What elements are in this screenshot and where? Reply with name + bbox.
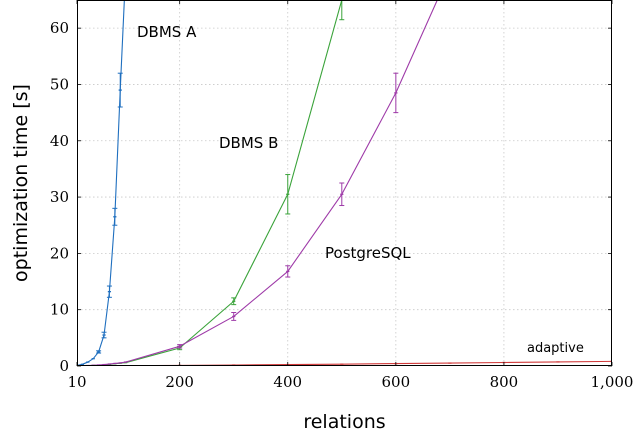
- y-tick-label: 0: [59, 357, 69, 375]
- x-tick-label: 600: [382, 373, 411, 391]
- series-postgresql: [77, 0, 438, 366]
- y-tick-label: 30: [50, 188, 69, 206]
- series-label-dbms-a: DBMS A: [137, 23, 197, 41]
- x-tick-label: 800: [490, 373, 519, 391]
- series-label-postgresql: PostgreSQL: [325, 244, 411, 262]
- series-label-dbms-b: DBMS B: [219, 134, 278, 152]
- y-tick-label: 50: [50, 75, 69, 93]
- y-tick-label: 10: [50, 301, 69, 319]
- plot-frame: [77, 0, 612, 366]
- y-tick-label: 40: [50, 132, 69, 150]
- x-tick-label: 1,000: [591, 373, 634, 391]
- series-dbms-a: [77, 0, 125, 366]
- x-axis-title: relations: [303, 411, 385, 433]
- series-label-adaptive: adaptive: [527, 341, 584, 356]
- series-labels: DBMS A DBMS B PostgreSQL adaptive: [137, 23, 584, 356]
- series-lines: [77, 0, 612, 366]
- x-tick-label: 400: [273, 373, 302, 391]
- series-dbms-b: [77, 0, 345, 366]
- y-tick-label: 20: [50, 244, 69, 262]
- x-tick-label: 200: [165, 373, 194, 391]
- y-axis-title: optimization time [s]: [10, 84, 32, 282]
- series-line-dbms-a: [77, 0, 125, 366]
- grid: [77, 0, 612, 366]
- y-tick-label: 60: [50, 19, 69, 37]
- series-line-postgresql: [77, 0, 438, 366]
- axes: [77, 0, 612, 366]
- x-tick-label: 10: [67, 373, 86, 391]
